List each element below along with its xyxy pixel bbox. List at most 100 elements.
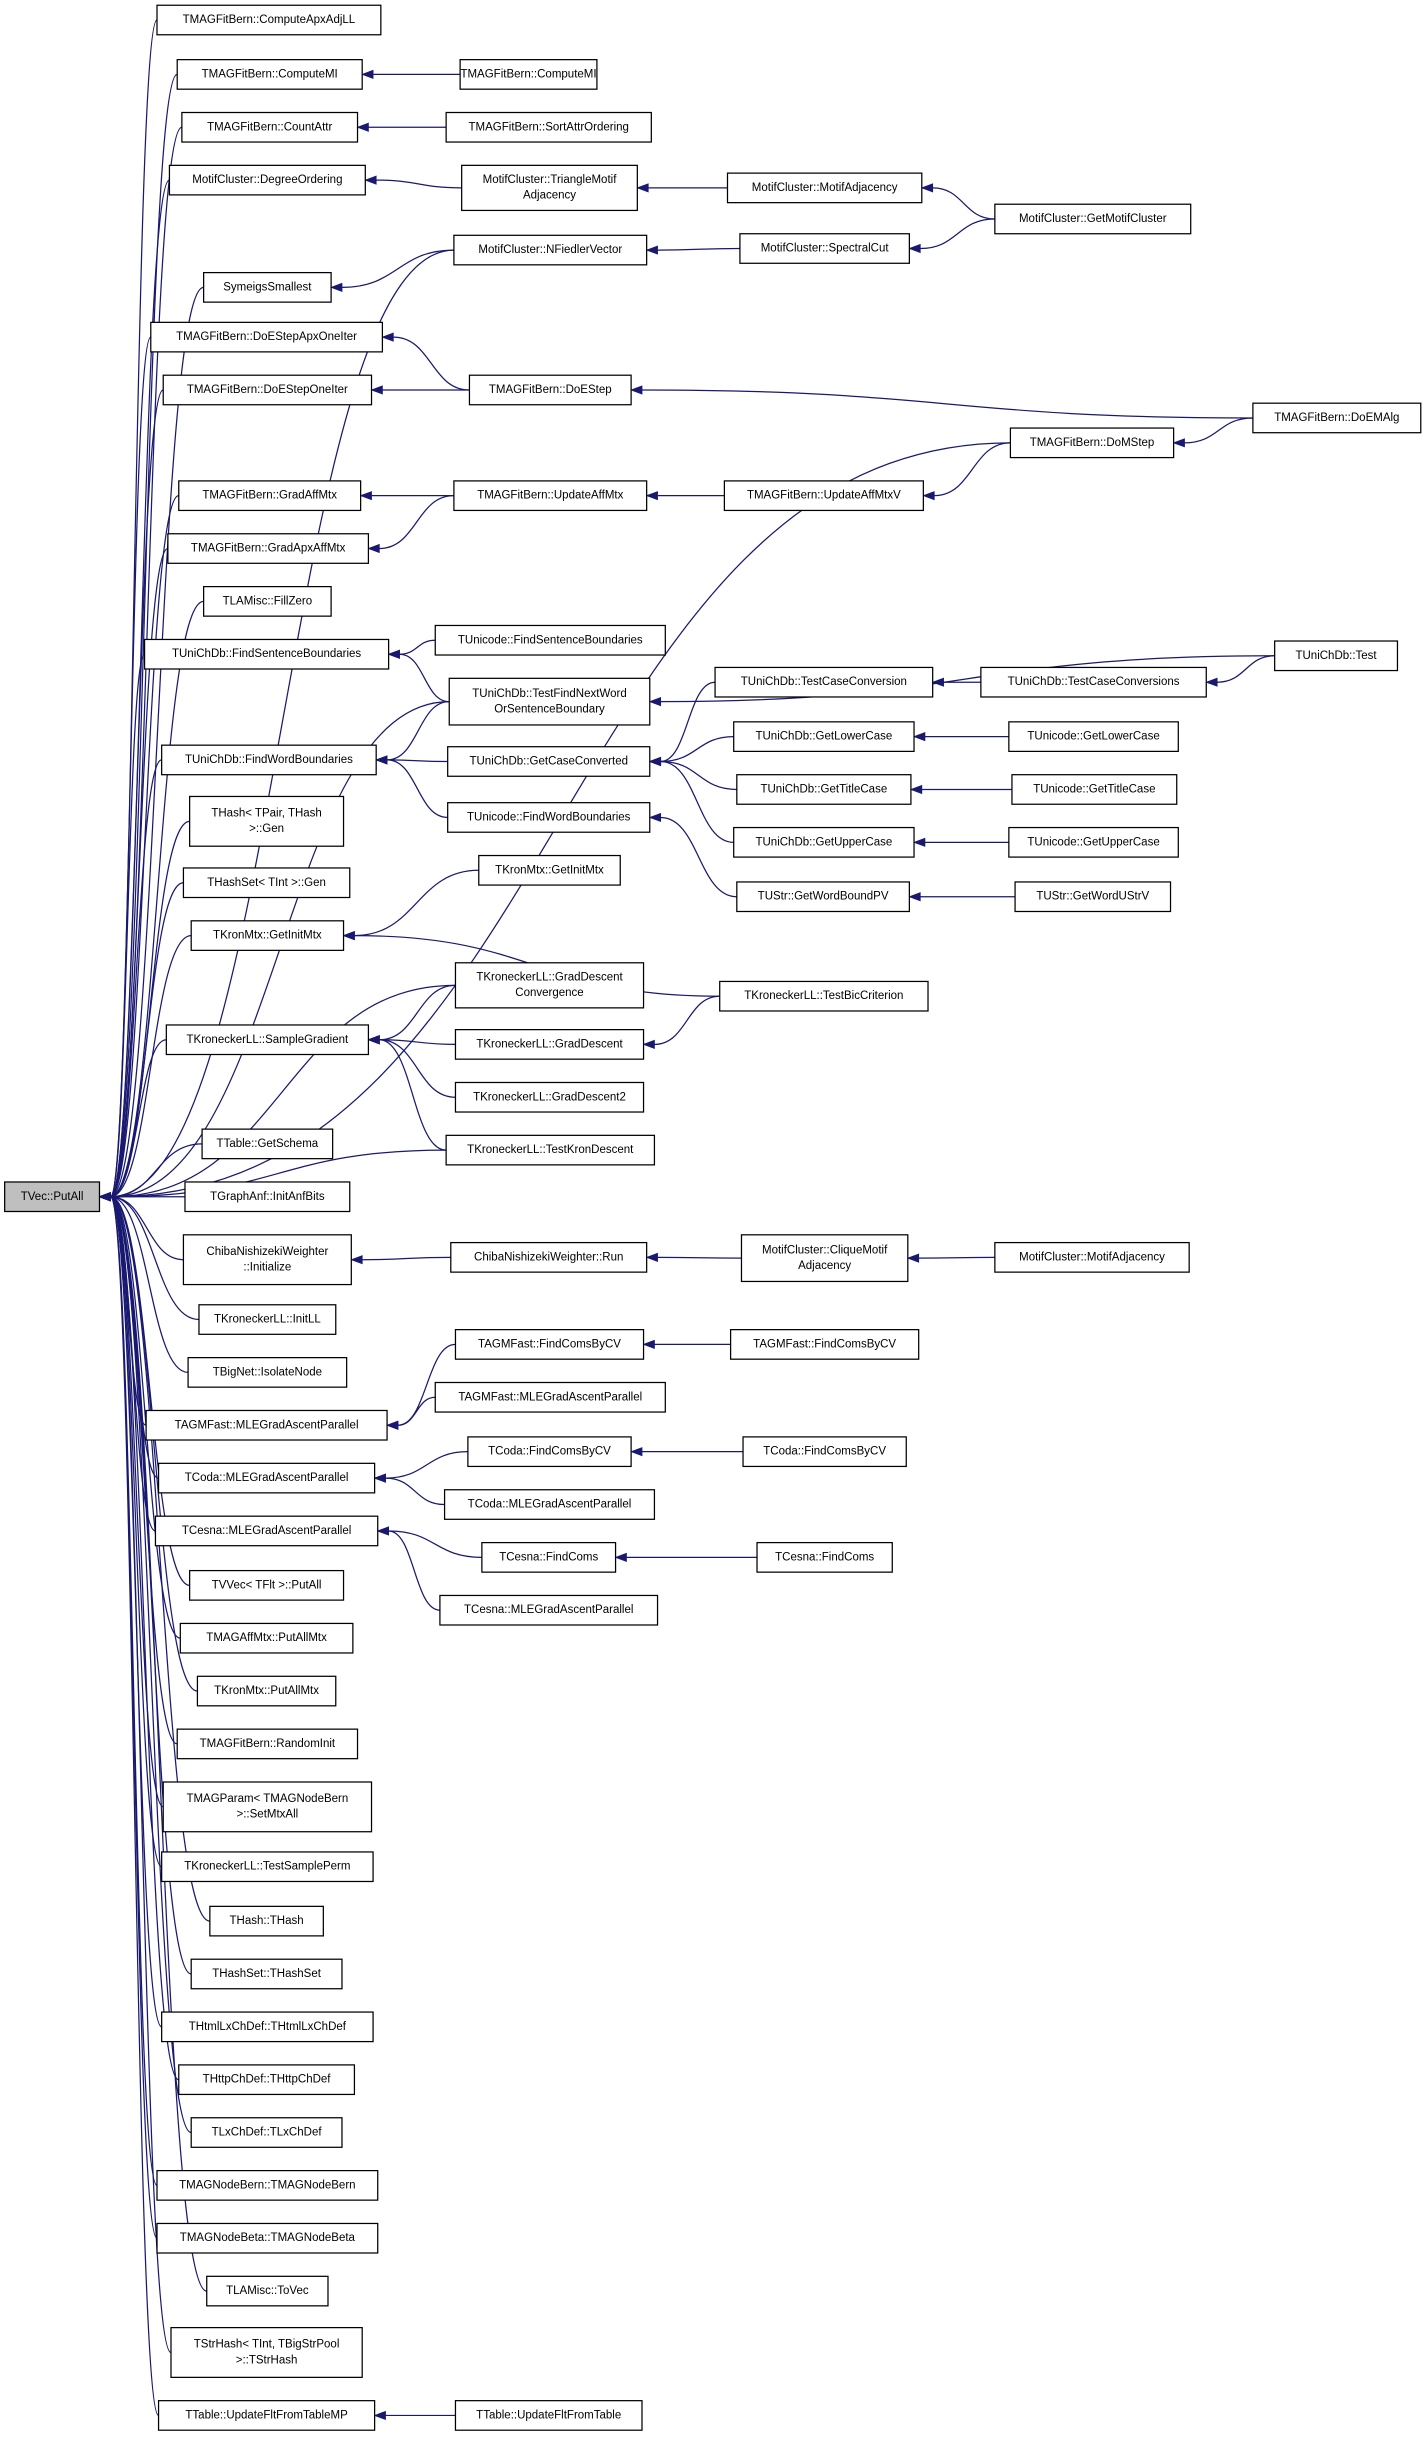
node-box[interactable] bbox=[176, 59, 363, 90]
node-box[interactable] bbox=[167, 533, 370, 564]
node-box[interactable] bbox=[181, 111, 359, 143]
node[interactable]: MotifCluster::MotifAdjacency bbox=[994, 1241, 1190, 1273]
node-label[interactable]: THtmlLxChDef::THtmlLxChDef bbox=[189, 2021, 347, 2033]
node-box[interactable] bbox=[203, 271, 332, 303]
node-label[interactable]: TVVec< TFlt >::PutAll bbox=[212, 1579, 322, 1591]
node-label[interactable]: TUniChDb::GetCaseConverted bbox=[469, 756, 628, 768]
node[interactable]: TAGMFast::MLEGradAscentParallel bbox=[145, 1409, 388, 1441]
node-box[interactable] bbox=[161, 1851, 374, 1883]
node-box[interactable] bbox=[448, 677, 651, 726]
node-label[interactable]: TTable::GetSchema bbox=[217, 1138, 319, 1150]
node[interactable]: TKroneckerLL::InitLL bbox=[198, 1304, 337, 1335]
node-box[interactable] bbox=[176, 1728, 359, 1760]
node[interactable]: TCesna::MLEGradAscentParallel bbox=[439, 1594, 659, 1626]
node-box[interactable] bbox=[184, 1181, 351, 1213]
node[interactable]: TUniChDb::TestCaseConversions bbox=[980, 666, 1207, 698]
node[interactable]: TMAGFitBern::DoEStepOneIter bbox=[162, 374, 373, 406]
node[interactable]: TUniChDb::GetTitleCase bbox=[736, 774, 912, 805]
node[interactable]: MotifCluster::NFiedlerVector bbox=[453, 234, 648, 266]
node-box[interactable] bbox=[756, 1541, 893, 1573]
node-box[interactable] bbox=[182, 1234, 352, 1286]
node-box[interactable] bbox=[187, 1357, 348, 1388]
node-box[interactable] bbox=[168, 164, 366, 196]
node[interactable]: TCoda::MLEGradAscentParallel bbox=[443, 1489, 656, 1520]
node-box[interactable] bbox=[179, 1622, 354, 1654]
node-box[interactable] bbox=[994, 1241, 1190, 1273]
node[interactable]: TLAMisc::ToVec bbox=[206, 2275, 329, 2307]
node-label[interactable]: TUniChDb::TestCaseConversions bbox=[1008, 676, 1180, 688]
node-box[interactable] bbox=[736, 774, 912, 805]
node[interactable]: TMAGFitBern::GradApxAffMtx bbox=[167, 533, 370, 564]
node[interactable]: TUnicode::FindWordBoundaries bbox=[447, 802, 651, 833]
node-label[interactable]: TCesna::FindComs bbox=[775, 1551, 874, 1563]
node-label[interactable]: TBigNet::IsolateNode bbox=[213, 1366, 322, 1378]
node[interactable]: TKroneckerLL::GradDescent2 bbox=[454, 1081, 645, 1113]
node-label[interactable]: THashSet::THashSet bbox=[212, 1968, 321, 1980]
node[interactable]: TTable::UpdateFltFromTableMP bbox=[157, 2400, 376, 2431]
node[interactable]: TMAGFitBern::SortAttrOrdering bbox=[445, 111, 652, 143]
node-box[interactable] bbox=[165, 1024, 370, 1056]
node-box[interactable] bbox=[454, 1081, 645, 1113]
node-box[interactable] bbox=[190, 2117, 343, 2148]
node[interactable]: TMAGAffMtx::PutAllMtx bbox=[179, 1622, 354, 1654]
node-box[interactable] bbox=[1014, 881, 1172, 913]
node-box[interactable] bbox=[150, 321, 384, 353]
node[interactable]: TGraphAnf::InitAnfBits bbox=[184, 1181, 351, 1213]
node-label[interactable]: TKroneckerLL::TestKronDescent bbox=[467, 1144, 634, 1156]
node-box[interactable] bbox=[481, 1541, 617, 1573]
node-box[interactable] bbox=[196, 1675, 337, 1707]
node[interactable]: THttpChDef::THttpChDef bbox=[178, 2064, 356, 2096]
node[interactable]: TMAGParam< TMAGNodeBern>::SetMtxAll bbox=[162, 1781, 373, 1833]
node-box[interactable] bbox=[161, 2011, 374, 2043]
node[interactable]: TKroneckerLL::TestSamplePerm bbox=[161, 1851, 374, 1883]
node-box[interactable] bbox=[454, 962, 645, 1009]
node-box[interactable] bbox=[1009, 427, 1175, 459]
node-label[interactable]: SymeigsSmallest bbox=[223, 281, 312, 293]
node[interactable]: TTable::UpdateFltFromTable bbox=[454, 2400, 643, 2431]
node[interactable]: TUniChDb::FindWordBoundaries bbox=[161, 744, 377, 776]
node[interactable]: TMAGFitBern::DoEStepApxOneIter bbox=[150, 321, 384, 353]
node[interactable]: TMAGFitBern::GradAffMtx bbox=[178, 480, 362, 512]
node-label[interactable]: TLAMisc::FillZero bbox=[223, 595, 312, 607]
node[interactable]: MotifCluster::GetMotifCluster bbox=[994, 203, 1192, 235]
node-box[interactable] bbox=[161, 744, 377, 776]
node-label[interactable]: TAGMFast::MLEGradAscentParallel bbox=[458, 1391, 642, 1403]
node-box[interactable] bbox=[201, 1128, 334, 1160]
node-label[interactable]: TKroneckerLL::GradDescent2 bbox=[473, 1091, 626, 1103]
node-label[interactable]: TMAGNodeBeta::TMAGNodeBeta bbox=[180, 2232, 356, 2244]
node-box[interactable] bbox=[454, 1329, 645, 1360]
node[interactable]: TUniChDb::GetCaseConverted bbox=[447, 746, 651, 777]
node-box[interactable] bbox=[198, 1304, 337, 1335]
node-label[interactable]: THash::THash bbox=[230, 1915, 304, 1927]
node[interactable]: ChibaNishizekiWeighter::Initialize bbox=[182, 1234, 352, 1286]
node-box[interactable] bbox=[162, 1781, 373, 1833]
node-box[interactable] bbox=[178, 2064, 356, 2096]
node-box[interactable] bbox=[143, 638, 390, 670]
node-box[interactable] bbox=[729, 1329, 920, 1360]
node-box[interactable] bbox=[453, 480, 648, 512]
node[interactable]: TMAGFitBern::UpdateAffMtxV bbox=[723, 480, 924, 512]
node-label[interactable]: TCoda::FindComsByCV bbox=[488, 1446, 611, 1458]
node[interactable]: TMAGFitBern::UpdateAffMtx bbox=[453, 480, 648, 512]
node-box[interactable] bbox=[189, 795, 345, 847]
node-label[interactable]: TUStr::GetWordBoundPV bbox=[758, 891, 889, 903]
node-label[interactable]: TAGMFast::MLEGradAscentParallel bbox=[175, 1419, 359, 1431]
node-label[interactable]: TMAGFitBern::RandomInit bbox=[200, 1738, 336, 1750]
node-box[interactable] bbox=[1252, 402, 1422, 434]
node-label[interactable]: TMAGFitBern::DoEStep bbox=[489, 384, 612, 396]
node-box[interactable] bbox=[468, 374, 632, 406]
node[interactable]: TMAGFitBern::ComputeApxAdjLL bbox=[156, 4, 382, 36]
node[interactable]: TUniChDb::Test bbox=[1274, 640, 1399, 672]
node-box[interactable] bbox=[742, 1436, 907, 1468]
node-box[interactable] bbox=[156, 2222, 379, 2254]
node[interactable]: TUnicode::FindSentenceBoundaries bbox=[434, 624, 666, 656]
node[interactable]: TMAGNodeBern::TMAGNodeBern bbox=[156, 2169, 379, 2201]
node[interactable]: TUnicode::GetLowerCase bbox=[1008, 721, 1179, 753]
node-label[interactable]: TUniChDb::GetTitleCase bbox=[760, 783, 887, 795]
node[interactable]: THash< TPair, THash>::Gen bbox=[189, 795, 345, 847]
node-label[interactable]: MotifCluster::TriangleMotif bbox=[483, 174, 618, 186]
node[interactable]: TStrHash< TInt, TBigStrPool>::TStrHash bbox=[170, 2326, 363, 2378]
node-label[interactable]: TMAGFitBern::CountAttr bbox=[207, 121, 332, 133]
